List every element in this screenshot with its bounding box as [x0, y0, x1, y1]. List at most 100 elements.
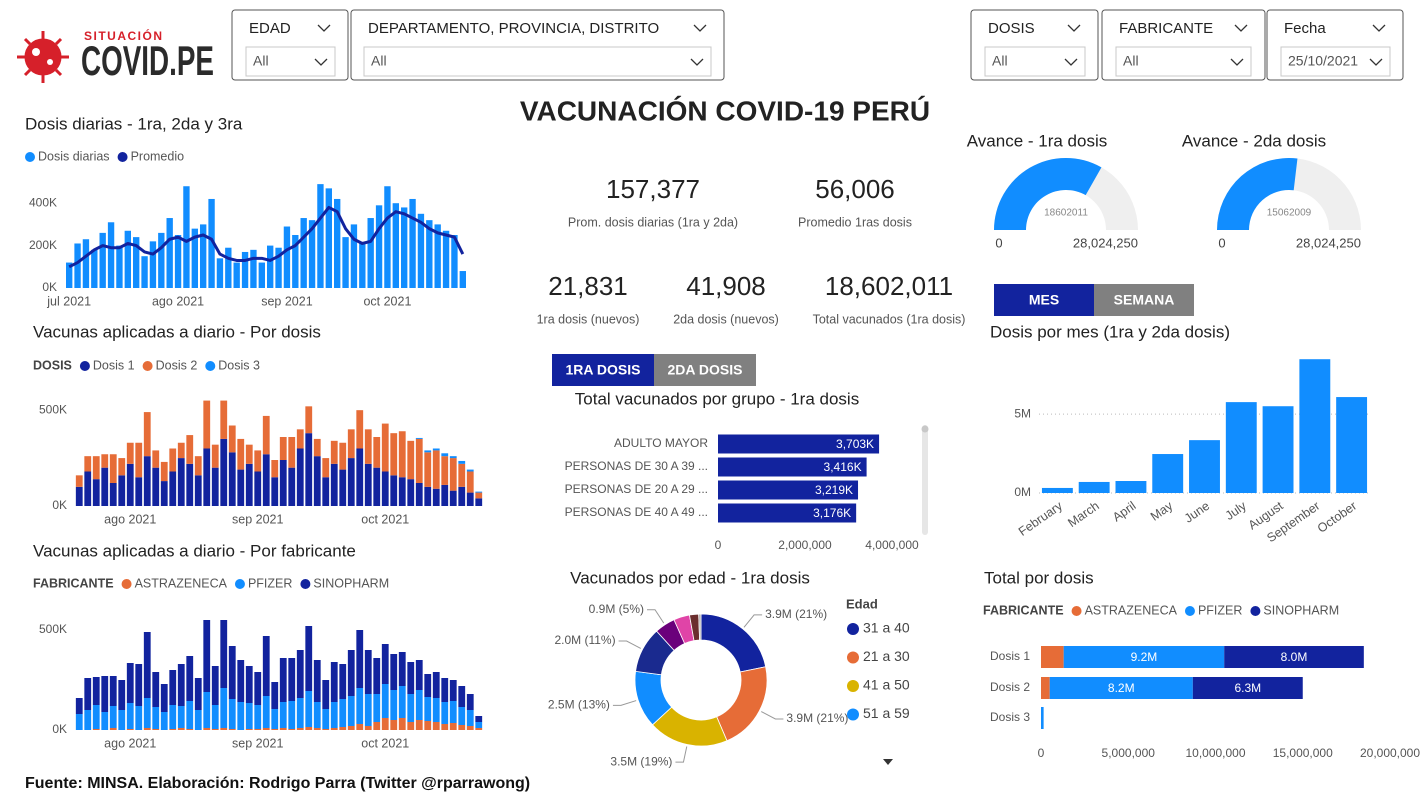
- bar-segment: [458, 707, 466, 725]
- bar-segment: [194, 678, 202, 710]
- toggle-label[interactable]: 1RA DOSIS: [566, 362, 641, 378]
- bar-segment: [390, 475, 398, 506]
- y-tick-label: 400K: [29, 195, 57, 209]
- bar-segment: [398, 477, 406, 506]
- bar-segment: [347, 458, 355, 506]
- bar-segment: [305, 433, 313, 506]
- toggle-label[interactable]: SEMANA: [1114, 292, 1175, 308]
- bar: [1041, 487, 1073, 493]
- bar-segment: [313, 702, 321, 728]
- bar-segment: [466, 492, 474, 506]
- bar: [200, 224, 207, 288]
- bar-segment: [177, 442, 185, 459]
- filter-value: All: [371, 53, 387, 69]
- bar-segment: [373, 722, 381, 730]
- legend-label: 41 a 50: [863, 677, 910, 693]
- bar-segment: [143, 698, 151, 728]
- bar: [426, 220, 433, 288]
- bar-segment: [245, 729, 253, 730]
- bar-segment: [254, 705, 262, 729]
- chart-title: Dosis diarias - 1ra, 2da y 3ra: [25, 114, 243, 133]
- footer-source: Fuente: MINSA. Elaboración: Rodrigo Parr…: [25, 775, 530, 792]
- x-tick-label: 20,000,000: [1360, 746, 1420, 760]
- bar-segment: [330, 728, 338, 730]
- toggle-button[interactable]: [1094, 284, 1194, 316]
- x-tick-label: sep 2021: [232, 736, 283, 750]
- bar-segment: [288, 729, 296, 730]
- bar-segment: [339, 469, 347, 506]
- bar-segment: [475, 492, 483, 499]
- bar: [124, 230, 131, 288]
- bar-segment: [1041, 646, 1064, 668]
- bar: [216, 258, 224, 288]
- legend-swatch: [847, 651, 859, 664]
- bar-segment: [305, 406, 313, 434]
- toggle-button[interactable]: [654, 354, 756, 386]
- bar: [99, 232, 106, 288]
- data-label: 0.9M (5%): [589, 602, 644, 616]
- bar-segment: [449, 680, 457, 701]
- bar-segment: [245, 703, 253, 729]
- toggle-label[interactable]: 2DA DOSIS: [668, 362, 743, 378]
- bar-segment: [339, 727, 347, 730]
- bar: [166, 218, 173, 288]
- bar-segment: [313, 660, 321, 702]
- toggle-button[interactable]: [994, 284, 1094, 316]
- bar-segment: [211, 729, 219, 730]
- legend-label: 31 a 40: [863, 620, 910, 636]
- bar: [275, 247, 282, 288]
- bar-segment: [169, 448, 177, 472]
- data-label: 3,703K: [836, 437, 874, 451]
- bar-segment: [228, 699, 236, 729]
- bar-segment: [126, 703, 134, 729]
- chart-title: Total por dosis: [984, 568, 1094, 587]
- bar-segment: [364, 694, 372, 726]
- bar-segment: [84, 678, 92, 710]
- bar-segment: [322, 709, 330, 729]
- bar-segment: [237, 438, 245, 470]
- bar: [292, 235, 299, 288]
- gauge-tick-label: 28,024,250: [1073, 235, 1138, 250]
- toggle-button[interactable]: [552, 354, 654, 386]
- bar-segment: [381, 718, 389, 730]
- filter-dropdown[interactable]: [245, 46, 336, 77]
- bar-segment: [415, 438, 423, 483]
- bar-segment: [228, 646, 236, 699]
- data-label: 8.0M: [1281, 650, 1308, 664]
- y-category-label: Dosis 2: [990, 680, 1030, 694]
- bar: [392, 203, 399, 288]
- legend-label: 51 a 59: [863, 705, 910, 721]
- bar-segment: [1041, 677, 1050, 699]
- bar-segment: [135, 664, 143, 706]
- bar-segment: [407, 694, 415, 722]
- data-label: 3.5M (19%): [610, 754, 672, 768]
- bar-segment: [262, 696, 270, 728]
- bar-segment: [118, 680, 126, 710]
- legend-label: 21 a 30: [863, 648, 910, 664]
- data-label: 8.2M: [1108, 681, 1135, 695]
- bar-segment: [160, 461, 168, 482]
- bar-segment: [228, 452, 236, 506]
- bar-segment: [347, 726, 355, 730]
- leader-line: [618, 640, 641, 649]
- bar-segment: [441, 724, 449, 730]
- toggle-label[interactable]: MES: [1029, 292, 1059, 308]
- y-tick-label: 200K: [29, 238, 57, 252]
- bar-segment: [305, 691, 313, 727]
- filter-value: All: [253, 53, 269, 69]
- filter-label: DOSIS: [988, 20, 1035, 37]
- bar-segment: [373, 437, 381, 468]
- bar-segment: [254, 672, 262, 705]
- legend-label: PFIZER: [248, 576, 292, 590]
- bar-segment: [322, 729, 330, 730]
- bar-segment: [262, 728, 270, 730]
- filter-dropdown[interactable]: [363, 46, 712, 77]
- bar-segment: [466, 726, 474, 730]
- bar: [158, 232, 165, 288]
- gauge-value-label: 15062009: [1267, 208, 1312, 219]
- virus-body: [24, 38, 62, 76]
- chevron: [693, 24, 707, 32]
- bar-segment: [364, 650, 372, 694]
- bar-segment: [203, 620, 211, 692]
- filter-dropdown[interactable]: [1115, 46, 1252, 77]
